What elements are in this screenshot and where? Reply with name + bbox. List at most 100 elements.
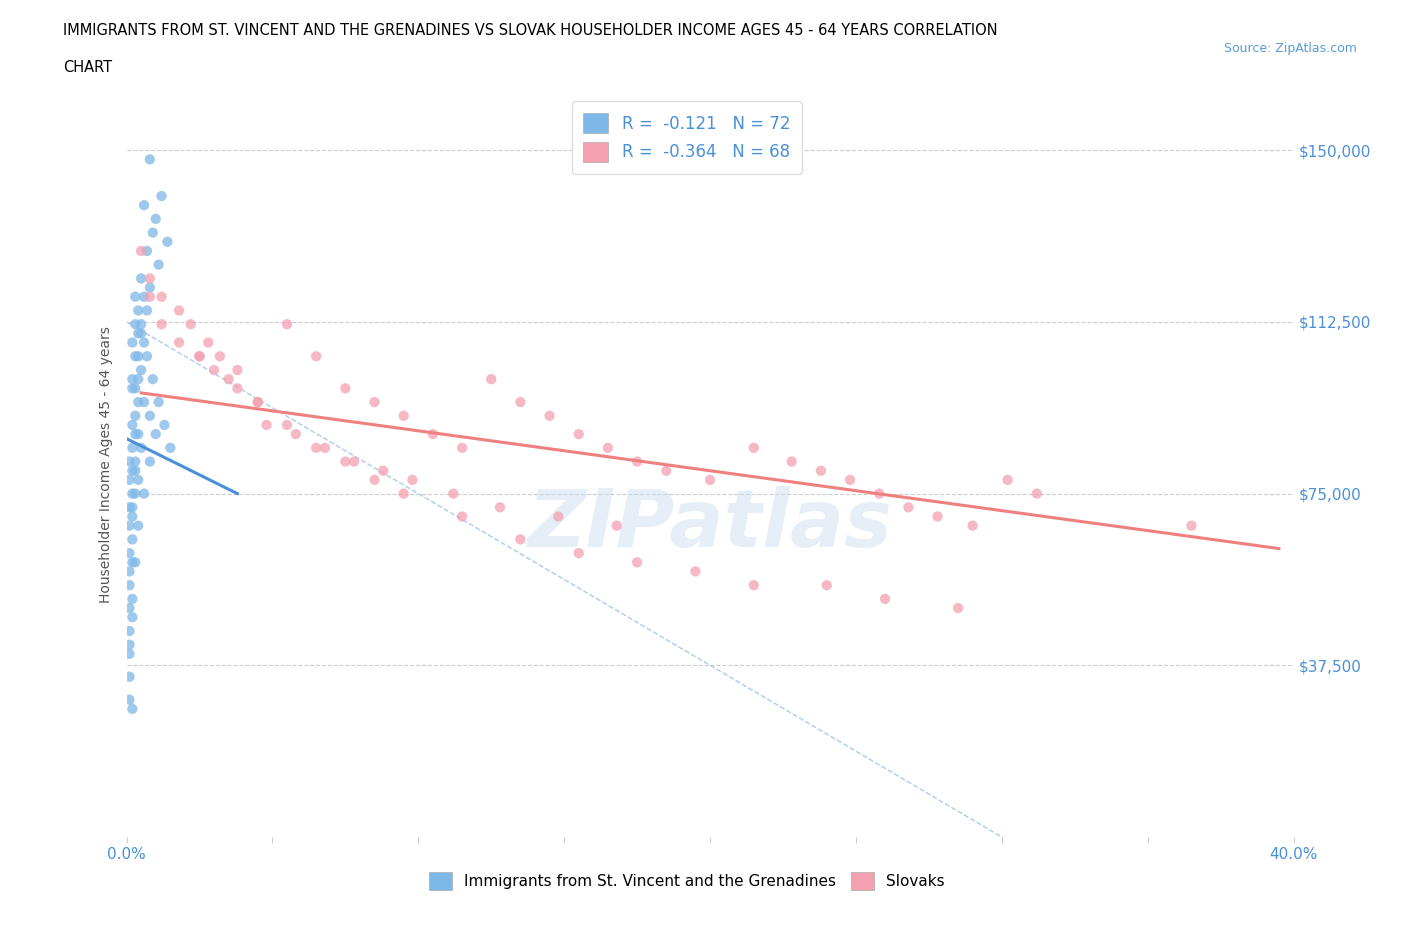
Point <box>132 198 155 213</box>
Point <box>167 303 190 318</box>
Point <box>655 463 678 478</box>
Point <box>139 289 162 304</box>
Point <box>946 601 969 616</box>
Point <box>363 394 385 409</box>
Point <box>124 349 146 364</box>
Point <box>962 518 984 533</box>
Point <box>124 408 146 423</box>
Point <box>626 555 648 570</box>
Point <box>118 637 141 652</box>
Point <box>129 271 152 286</box>
Point <box>121 335 143 350</box>
Point <box>124 463 146 478</box>
Point <box>188 349 211 364</box>
Text: Source: ZipAtlas.com: Source: ZipAtlas.com <box>1223 42 1357 55</box>
Point <box>127 427 149 442</box>
Point <box>150 289 173 304</box>
Point <box>392 408 415 423</box>
Point <box>314 441 336 456</box>
Point <box>897 500 920 515</box>
Point <box>124 486 146 501</box>
Point <box>118 578 141 592</box>
Point <box>451 441 474 456</box>
Point <box>479 372 502 387</box>
Point <box>124 427 146 442</box>
Point <box>699 472 721 487</box>
Y-axis label: Householder Income Ages 45 - 64 years: Householder Income Ages 45 - 64 years <box>100 326 114 604</box>
Point <box>401 472 423 487</box>
Point <box>127 349 149 364</box>
Point <box>148 258 170 272</box>
Point <box>118 518 141 533</box>
Point <box>124 454 146 469</box>
Point <box>188 349 211 364</box>
Point <box>246 394 269 409</box>
Point <box>489 500 512 515</box>
Point <box>118 646 141 661</box>
Point <box>127 303 149 318</box>
Point <box>509 394 531 409</box>
Point <box>335 381 357 396</box>
Point <box>121 500 143 515</box>
Point <box>392 486 415 501</box>
Point <box>150 317 173 332</box>
Point <box>148 394 170 409</box>
Point <box>127 518 149 533</box>
Point <box>129 441 152 456</box>
Point <box>276 317 298 332</box>
Point <box>118 564 141 578</box>
Point <box>284 427 307 442</box>
Point <box>606 518 628 533</box>
Point <box>156 234 179 249</box>
Point <box>142 372 165 387</box>
Point <box>596 441 619 456</box>
Point <box>129 317 152 332</box>
Point <box>839 472 862 487</box>
Point <box>121 463 143 478</box>
Point <box>927 509 949 524</box>
Point <box>153 418 176 432</box>
Point <box>127 326 149 340</box>
Point <box>127 472 149 487</box>
Point <box>167 335 190 350</box>
Point <box>142 225 165 240</box>
Point <box>121 418 143 432</box>
Point <box>218 372 240 387</box>
Point <box>121 486 143 501</box>
Point <box>132 486 155 501</box>
Point <box>118 472 141 487</box>
Point <box>145 427 167 442</box>
Point <box>810 463 832 478</box>
Point <box>305 441 328 456</box>
Point <box>208 349 231 364</box>
Point <box>226 381 249 396</box>
Point <box>136 244 159 259</box>
Point <box>568 427 591 442</box>
Point <box>121 591 143 606</box>
Point <box>150 189 173 204</box>
Point <box>547 509 569 524</box>
Point <box>568 546 591 561</box>
Point <box>124 289 146 304</box>
Point <box>145 211 167 226</box>
Point <box>226 363 249 378</box>
Point <box>335 454 357 469</box>
Point <box>343 454 366 469</box>
Point <box>121 555 143 570</box>
Point <box>373 463 395 478</box>
Point <box>742 441 765 456</box>
Point <box>121 509 143 524</box>
Point <box>997 472 1019 487</box>
Point <box>868 486 890 501</box>
Point <box>197 335 219 350</box>
Point <box>276 418 298 432</box>
Point <box>780 454 803 469</box>
Point <box>121 372 143 387</box>
Point <box>742 578 765 592</box>
Point <box>626 454 648 469</box>
Point <box>121 441 143 456</box>
Point <box>127 394 149 409</box>
Point <box>815 578 838 592</box>
Point <box>118 601 141 616</box>
Point <box>129 244 152 259</box>
